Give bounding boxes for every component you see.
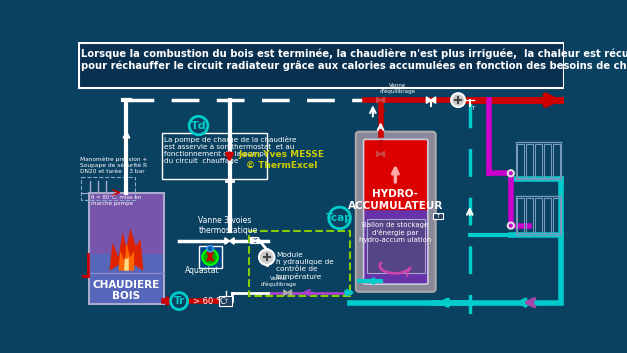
Bar [89, 192, 164, 304]
Text: Tr: Tr [174, 296, 185, 306]
Text: Aquastat: Aquastat [185, 266, 219, 275]
Text: T: T [224, 299, 227, 304]
Circle shape [203, 250, 218, 265]
FancyBboxPatch shape [364, 139, 428, 220]
Polygon shape [348, 291, 351, 295]
Polygon shape [345, 291, 348, 295]
Polygon shape [109, 228, 144, 271]
Polygon shape [381, 97, 384, 103]
Polygon shape [377, 97, 381, 103]
Polygon shape [288, 290, 292, 295]
Text: E: E [253, 238, 256, 243]
Polygon shape [255, 238, 259, 244]
Polygon shape [426, 97, 431, 103]
Text: Manomètre pression +
Soupape de sécurité R
DN20 et tarée à 3 bar: Manomètre pression + Soupape de sécurité… [80, 156, 147, 174]
Circle shape [329, 207, 350, 229]
Text: Tcap: Tcap [326, 213, 353, 223]
Bar [553, 144, 561, 178]
Bar [249, 231, 350, 297]
Text: > 60 °C: > 60 °C [193, 297, 226, 306]
Polygon shape [229, 238, 234, 244]
Text: Lorsque la combustion du bois est terminée, la chaudière n'est plus irriguée,  l: Lorsque la combustion du bois est termin… [82, 48, 627, 59]
Bar [544, 144, 551, 178]
Text: Module
h ydraulique de
contrôle de
température: Module h ydraulique de contrôle de tempé… [276, 252, 334, 280]
Bar [162, 133, 266, 179]
Bar [89, 192, 164, 304]
Circle shape [171, 293, 187, 310]
Polygon shape [431, 97, 436, 103]
Bar [544, 198, 551, 233]
Circle shape [451, 93, 465, 107]
Bar [517, 144, 524, 178]
Bar [517, 198, 524, 233]
Text: CHAUDIERE: CHAUDIERE [93, 280, 160, 289]
Polygon shape [119, 243, 134, 271]
Text: pour réchauffer le circuit radiateur grâce aux calories accumulées en fonction d: pour réchauffer le circuit radiateur grâ… [82, 61, 627, 71]
Polygon shape [225, 238, 229, 244]
Text: La pompe de charge de la chaudière
est asservie à son thermostat  et au
fonction: La pompe de charge de la chaudière est a… [164, 136, 297, 163]
Text: θ = 80°C, mise en
marche pompe: θ = 80°C, mise en marche pompe [91, 195, 141, 205]
Text: Jean Yves MESSE
© ThermExcel: Jean Yves MESSE © ThermExcel [238, 150, 324, 169]
Bar [199, 246, 222, 268]
FancyBboxPatch shape [364, 210, 428, 284]
Text: HYDRO-
ACCUMULATEUR: HYDRO- ACCUMULATEUR [347, 190, 443, 211]
Bar [81, 177, 135, 200]
Bar [526, 198, 534, 233]
Bar [535, 198, 542, 233]
Polygon shape [377, 151, 381, 157]
Text: BOIS: BOIS [112, 291, 140, 301]
Polygon shape [381, 151, 384, 157]
Bar [250, 237, 258, 243]
Text: Td: Td [191, 120, 206, 131]
Bar [219, 297, 232, 306]
Bar [89, 254, 164, 304]
Circle shape [207, 246, 213, 252]
Polygon shape [284, 290, 288, 295]
Bar [553, 198, 561, 233]
Text: Vanne 3 voies
thermostatique: Vanne 3 voies thermostatique [199, 216, 258, 235]
Circle shape [189, 116, 208, 135]
Text: Vanne
d'équilibrage: Vanne d'équilibrage [380, 83, 416, 94]
Circle shape [259, 250, 275, 265]
Bar [79, 43, 564, 88]
Bar [433, 213, 443, 220]
Bar [526, 144, 534, 178]
Text: T: T [472, 106, 475, 110]
Text: Vanne
d'équilibrage: Vanne d'équilibrage [260, 276, 297, 287]
Text: Ballon de stockage
d'énergie par
hydro-accum ulation: Ballon de stockage d'énergie par hydro-a… [359, 222, 431, 243]
Polygon shape [124, 257, 129, 271]
Text: T: T [436, 214, 440, 219]
FancyBboxPatch shape [356, 132, 436, 292]
Bar [535, 144, 542, 178]
Polygon shape [251, 238, 255, 244]
Bar [367, 219, 425, 273]
